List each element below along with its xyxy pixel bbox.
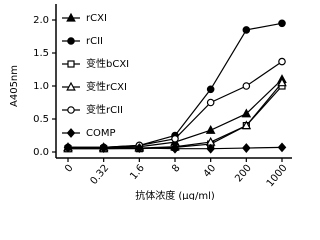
y-tick-label: 2.0	[33, 15, 49, 26]
y-tick-label: 0.0	[33, 147, 49, 158]
legend-label: rCII	[86, 36, 103, 47]
data-point	[241, 120, 252, 130]
data-point	[277, 77, 287, 87]
x-tick-label: 0	[63, 163, 76, 175]
x-tick-label: 1000	[265, 163, 290, 190]
data-point	[241, 108, 252, 118]
legend-label: 变性rCII	[86, 103, 123, 116]
data-point	[278, 19, 286, 28]
y-tick-label: 0.5	[33, 114, 49, 125]
data-point	[242, 82, 251, 90]
x-tick-label: 0.32	[89, 163, 112, 187]
x-tick-label: 1.6	[128, 163, 147, 182]
x-axis-label: 抗体浓度 (μg/ml)	[135, 189, 215, 200]
data-point	[206, 85, 215, 94]
data-point	[242, 26, 251, 34]
data-point	[170, 143, 180, 154]
legend-marker	[67, 60, 75, 68]
legend-marker	[66, 128, 76, 138]
data-point	[99, 143, 108, 153]
legend-marker	[66, 81, 76, 91]
legend-marker	[67, 37, 75, 45]
y-axis-label: A405nm	[9, 65, 20, 107]
legend-marker	[66, 12, 76, 22]
chart: A405nm 抗体浓度 (μg/ml) 0.0 0.5 1.0 1.5 2.0 0 0.32…	[9, 4, 292, 200]
data-point	[63, 142, 73, 153]
legend-label: rCXI	[86, 13, 107, 24]
data-point	[205, 124, 216, 134]
x-tick-label: 200	[233, 163, 254, 185]
data-point	[206, 143, 215, 154]
legend-label: 变性bCXI	[86, 57, 129, 70]
data-point	[242, 143, 251, 153]
legend-label: COMP	[86, 128, 116, 139]
x-tick-label: 40	[202, 163, 219, 180]
data-point	[278, 57, 286, 66]
x-tick-label: 8	[170, 163, 183, 175]
data-point	[206, 98, 215, 107]
data-point	[171, 135, 179, 143]
y-tick-label: 1.5	[33, 48, 49, 59]
data-point	[277, 142, 287, 153]
legend-label: 变性rCXI	[86, 80, 127, 93]
legend-marker	[67, 106, 75, 114]
y-tick-label: 1.0	[33, 81, 49, 92]
data-point	[135, 143, 144, 153]
